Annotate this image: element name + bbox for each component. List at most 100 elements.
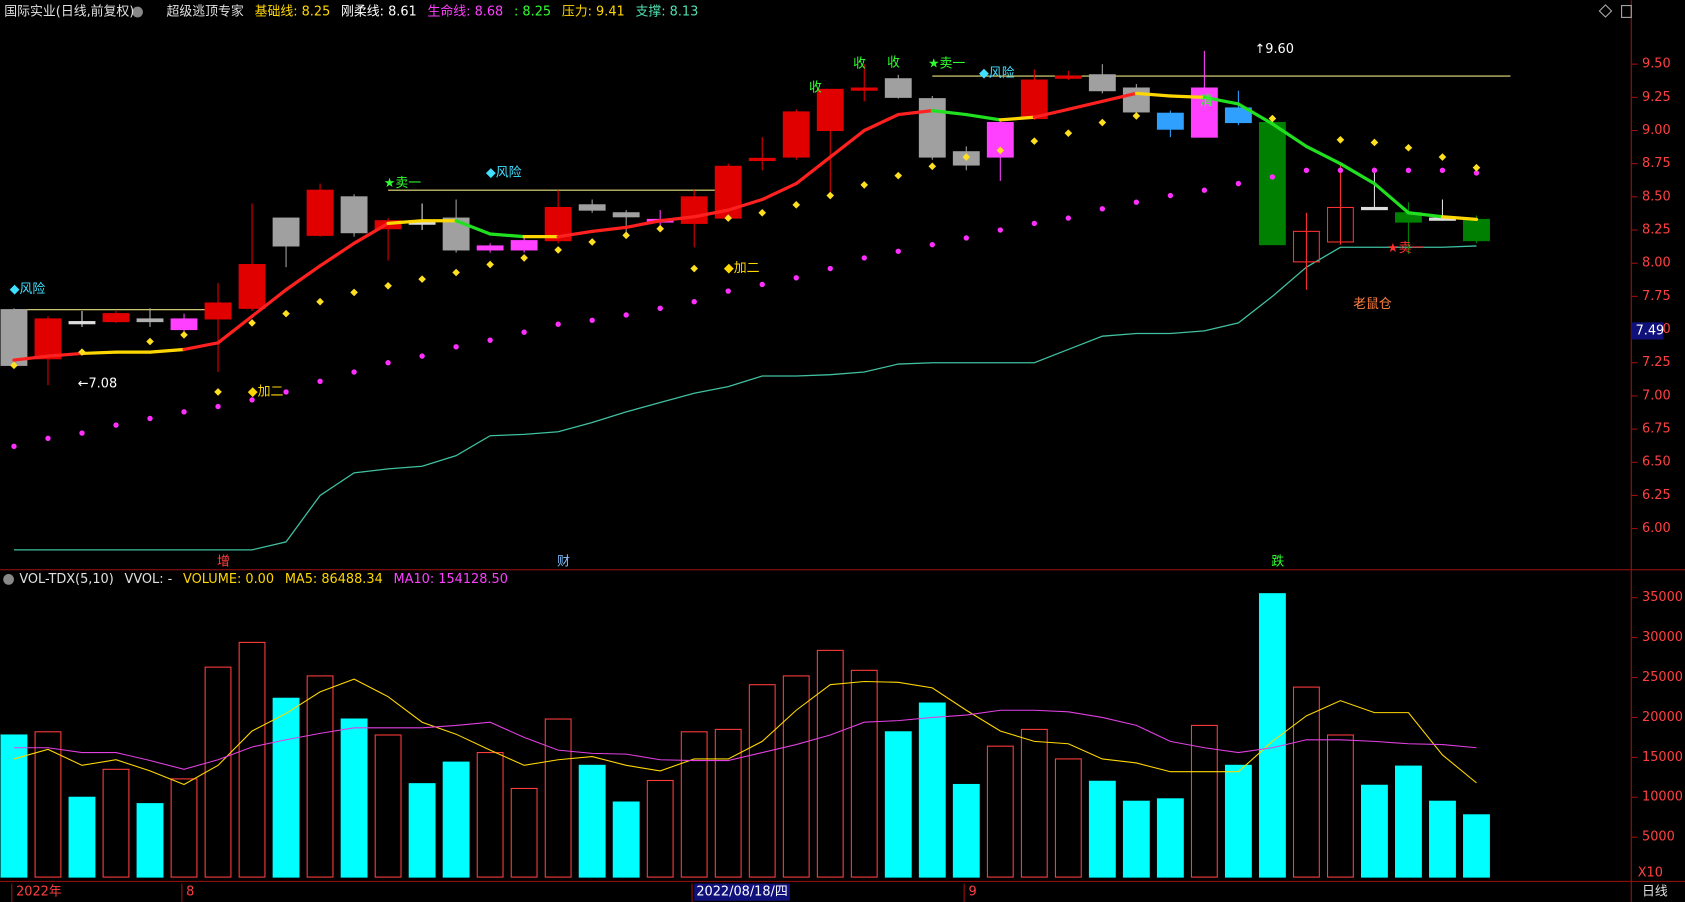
yellow-dot — [996, 146, 1005, 155]
magenta-dot — [453, 344, 459, 350]
yellow-dot — [350, 288, 358, 297]
volume-bar — [1258, 593, 1286, 878]
yellow-dot — [146, 337, 154, 346]
yellow-dot — [214, 388, 222, 396]
life-line — [896, 108, 934, 117]
life-line — [1032, 107, 1070, 119]
magenta-dot — [1473, 170, 1480, 176]
annotation: ◆加二 — [724, 261, 760, 276]
magenta-dot — [521, 329, 527, 335]
y-tick-label: 9.50 — [1642, 57, 1671, 72]
life-line — [386, 219, 424, 226]
volume-bar — [1395, 765, 1422, 878]
annotation: ←7.08 — [78, 376, 117, 391]
magenta-dot — [1337, 167, 1344, 174]
icon[interactable] — [1598, 4, 1613, 18]
header-item: VVOL: - — [125, 572, 173, 587]
volume-bar — [306, 675, 334, 878]
volume-bar — [1088, 780, 1116, 878]
header-item: MA5: 86488.34 — [285, 572, 383, 587]
annotation: ★卖一 — [928, 57, 965, 72]
y-tick-label: 6.00 — [1642, 521, 1671, 536]
life-line — [488, 232, 526, 239]
yellow-dot — [622, 231, 630, 240]
y-tick-label: 6.25 — [1642, 488, 1671, 503]
event-label: 增 — [217, 555, 230, 570]
candle-body — [1020, 79, 1048, 120]
life-line — [1304, 144, 1343, 166]
volume-bar — [238, 641, 266, 878]
event-label: 财 — [557, 555, 570, 570]
magenta-dot — [385, 360, 391, 366]
magenta-dot — [725, 288, 731, 294]
candle-body — [1088, 74, 1116, 92]
volume-bar — [1156, 798, 1184, 878]
life-line — [1338, 162, 1377, 186]
annotation: ◆风险 — [486, 165, 522, 180]
candle-body — [850, 87, 878, 91]
annotation: ★卖一 — [384, 176, 421, 191]
volume-bar — [510, 787, 538, 878]
y-tick-label: 7.75 — [1642, 289, 1671, 304]
life-line — [1066, 99, 1104, 111]
y-tick-label: 7.00 — [1642, 388, 1671, 403]
life-line — [658, 215, 696, 223]
ma-line — [13, 678, 1477, 786]
candle-body — [782, 111, 810, 158]
last-price-box — [1631, 322, 1664, 340]
volume-bar — [68, 796, 96, 878]
yellow-dot — [792, 201, 801, 209]
volume-bar — [1463, 814, 1490, 878]
event-label: 跌 — [1271, 554, 1284, 570]
yellow-dot — [724, 214, 733, 222]
last-price-label: 7.49 — [1636, 323, 1665, 338]
icon[interactable] — [1621, 5, 1632, 18]
header-item: 支撑: 8.13 — [635, 5, 698, 20]
support-line — [13, 245, 1477, 551]
volume-bar — [340, 718, 368, 878]
life-line — [284, 264, 322, 292]
annotation: ◆风险 — [10, 282, 46, 297]
magenta-dot — [1371, 167, 1378, 174]
magenta-dot — [147, 415, 153, 422]
candle-body — [306, 189, 334, 236]
header-item: 超级逃顶专家 — [167, 4, 244, 20]
candle-body — [136, 318, 164, 323]
yellow-dot — [486, 260, 494, 269]
magenta-dot — [1099, 206, 1106, 212]
life-line — [828, 128, 866, 159]
y-tick-label: 6.50 — [1642, 455, 1671, 470]
magenta-dot — [793, 275, 799, 281]
volume-bar — [136, 803, 164, 878]
y-tick-label: 8.75 — [1642, 156, 1671, 171]
candle-body — [918, 98, 946, 158]
life-line — [12, 354, 50, 362]
volume-bar — [374, 734, 402, 878]
yellow-dot — [690, 264, 699, 273]
yellow-dot — [588, 238, 596, 246]
magenta-dot — [759, 281, 765, 288]
life-line — [352, 221, 390, 245]
magenta-dot — [1201, 187, 1208, 193]
menu-icon[interactable] — [3, 574, 14, 585]
y-tick-label: 20000 — [1642, 710, 1683, 725]
life-line — [930, 108, 968, 117]
magenta-dot — [1065, 215, 1072, 221]
menu-icon[interactable] — [132, 6, 143, 18]
candle-body — [0, 309, 28, 366]
period-label[interactable]: 日线 — [1642, 885, 1668, 900]
y-tick-label: 8.00 — [1642, 256, 1671, 271]
magenta-dot — [1303, 167, 1310, 174]
yellow-dot — [180, 331, 188, 339]
yellow-dot — [758, 208, 767, 217]
volume-bar — [748, 684, 776, 878]
magenta-dot — [895, 248, 901, 254]
life-line — [1236, 102, 1275, 126]
y-tick-label: 9.00 — [1642, 123, 1671, 138]
y-tick-label: 25000 — [1642, 670, 1683, 685]
life-line — [46, 351, 84, 358]
header-item: 基础线: 8.25 — [255, 5, 331, 20]
yellow-dot — [1472, 163, 1481, 172]
yellow-dot — [656, 224, 664, 233]
volume-bar — [578, 764, 606, 878]
